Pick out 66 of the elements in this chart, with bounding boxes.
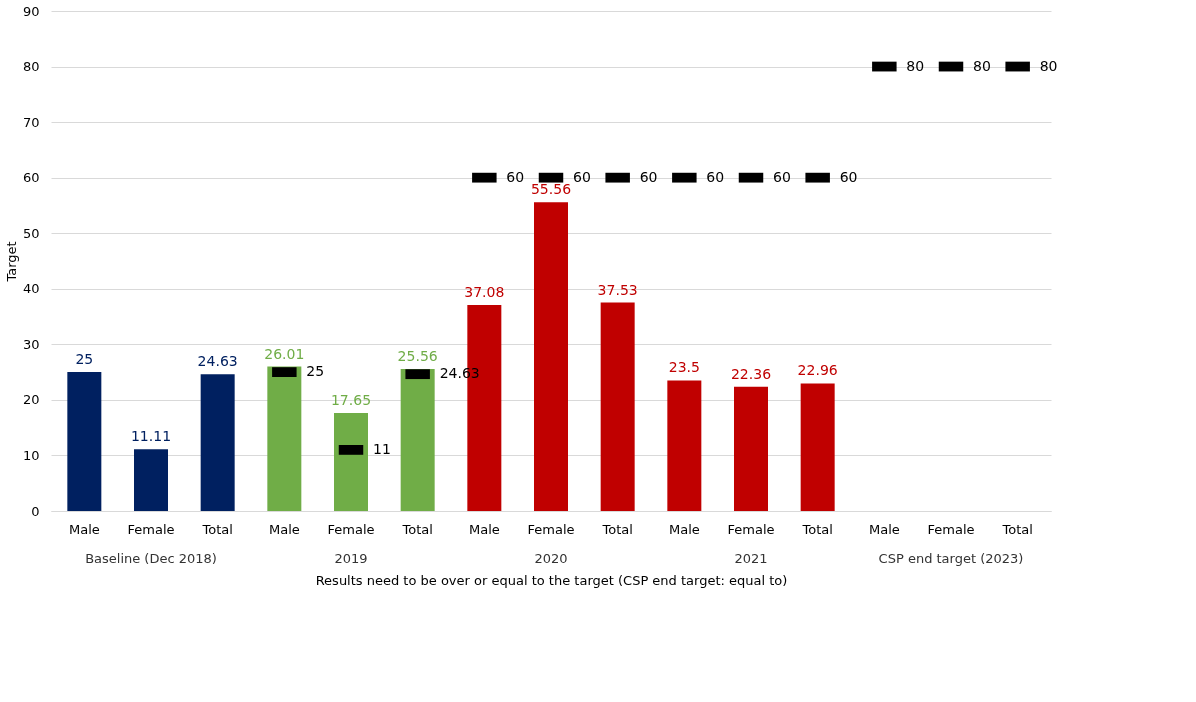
bar — [67, 372, 102, 511]
data-label: 23.5 — [668, 359, 700, 376]
x-tick-label: Female — [127, 521, 175, 537]
data-label: 11 — [373, 440, 391, 457]
y-tick-label: 70 — [22, 114, 40, 130]
bar — [667, 380, 702, 511]
y-tick-label: 80 — [22, 59, 40, 75]
x-tick-label: Female — [927, 521, 975, 537]
x-tick-label: Total — [601, 521, 633, 537]
data-label: 37.08 — [464, 284, 505, 300]
data-label: 26.01 — [264, 345, 305, 362]
x-axis-title: Results need to be over or equal to the target (CSP end target: equal to) — [315, 572, 788, 588]
data-label: 55.56 — [530, 181, 572, 198]
x-tick-label: Total — [1001, 521, 1033, 537]
data-label: 17.65 — [330, 391, 372, 408]
y-axis-title: Target — [3, 241, 19, 283]
bar — [600, 302, 635, 511]
bar — [334, 412, 368, 511]
data-label: 25 — [306, 363, 325, 380]
data-label: 80 — [1039, 57, 1058, 74]
bar — [267, 366, 302, 511]
x-tick-label: Total — [201, 521, 233, 537]
x-tick-label: Female — [327, 521, 375, 537]
bar — [200, 374, 235, 511]
text: 2021 — [734, 551, 768, 566]
y-tick-label: 50 — [22, 225, 40, 241]
x-tick-label: Total — [401, 521, 433, 537]
data-label: 60 — [773, 168, 791, 185]
x-tick-label: Male — [268, 521, 300, 537]
data-label: 60 — [839, 168, 858, 185]
y-tick-label: 30 — [22, 336, 40, 352]
bar — [534, 202, 568, 511]
x-tick-label: Total — [801, 521, 833, 537]
x-tick-label: Male — [68, 521, 100, 537]
text: Baseline (Dec 2018) — [85, 551, 217, 566]
data-label: 60 — [573, 168, 591, 185]
data-label: 60 — [706, 168, 725, 185]
text: 2019 — [334, 551, 368, 566]
bar — [134, 449, 168, 511]
y-tick-label: 10 — [22, 447, 40, 463]
y-tick-label: 0 — [31, 503, 40, 519]
bar — [800, 383, 835, 511]
x-tick-label: Male — [668, 521, 700, 537]
text: CSP end target (2023) — [878, 551, 1024, 566]
y-tick-label: 60 — [22, 170, 40, 186]
data-label: 80 — [973, 57, 991, 74]
data-label: 22.36 — [730, 365, 772, 382]
data-label: 60 — [639, 168, 658, 185]
data-label: 37.53 — [597, 281, 638, 298]
y-tick-label: 40 — [22, 281, 40, 297]
bar — [734, 386, 768, 511]
bar — [400, 369, 435, 511]
x-tick-label: Female — [727, 521, 775, 537]
data-label: 22.96 — [797, 362, 838, 379]
data-label: 60 — [506, 168, 525, 185]
x-tick-label: Female — [527, 521, 575, 537]
x-tick-label: Male — [468, 521, 500, 537]
data-label: 25.56 — [397, 348, 438, 364]
data-label: 24.63 — [197, 353, 238, 370]
x-tick-label: Male — [868, 521, 900, 537]
y-tick-label: 90 — [22, 3, 40, 19]
text: 2020 — [534, 551, 568, 566]
data-label: 80 — [906, 57, 925, 74]
data-label: 11.11 — [130, 428, 172, 445]
data-label: 25 — [75, 351, 94, 368]
y-tick-label: 20 — [22, 392, 40, 408]
